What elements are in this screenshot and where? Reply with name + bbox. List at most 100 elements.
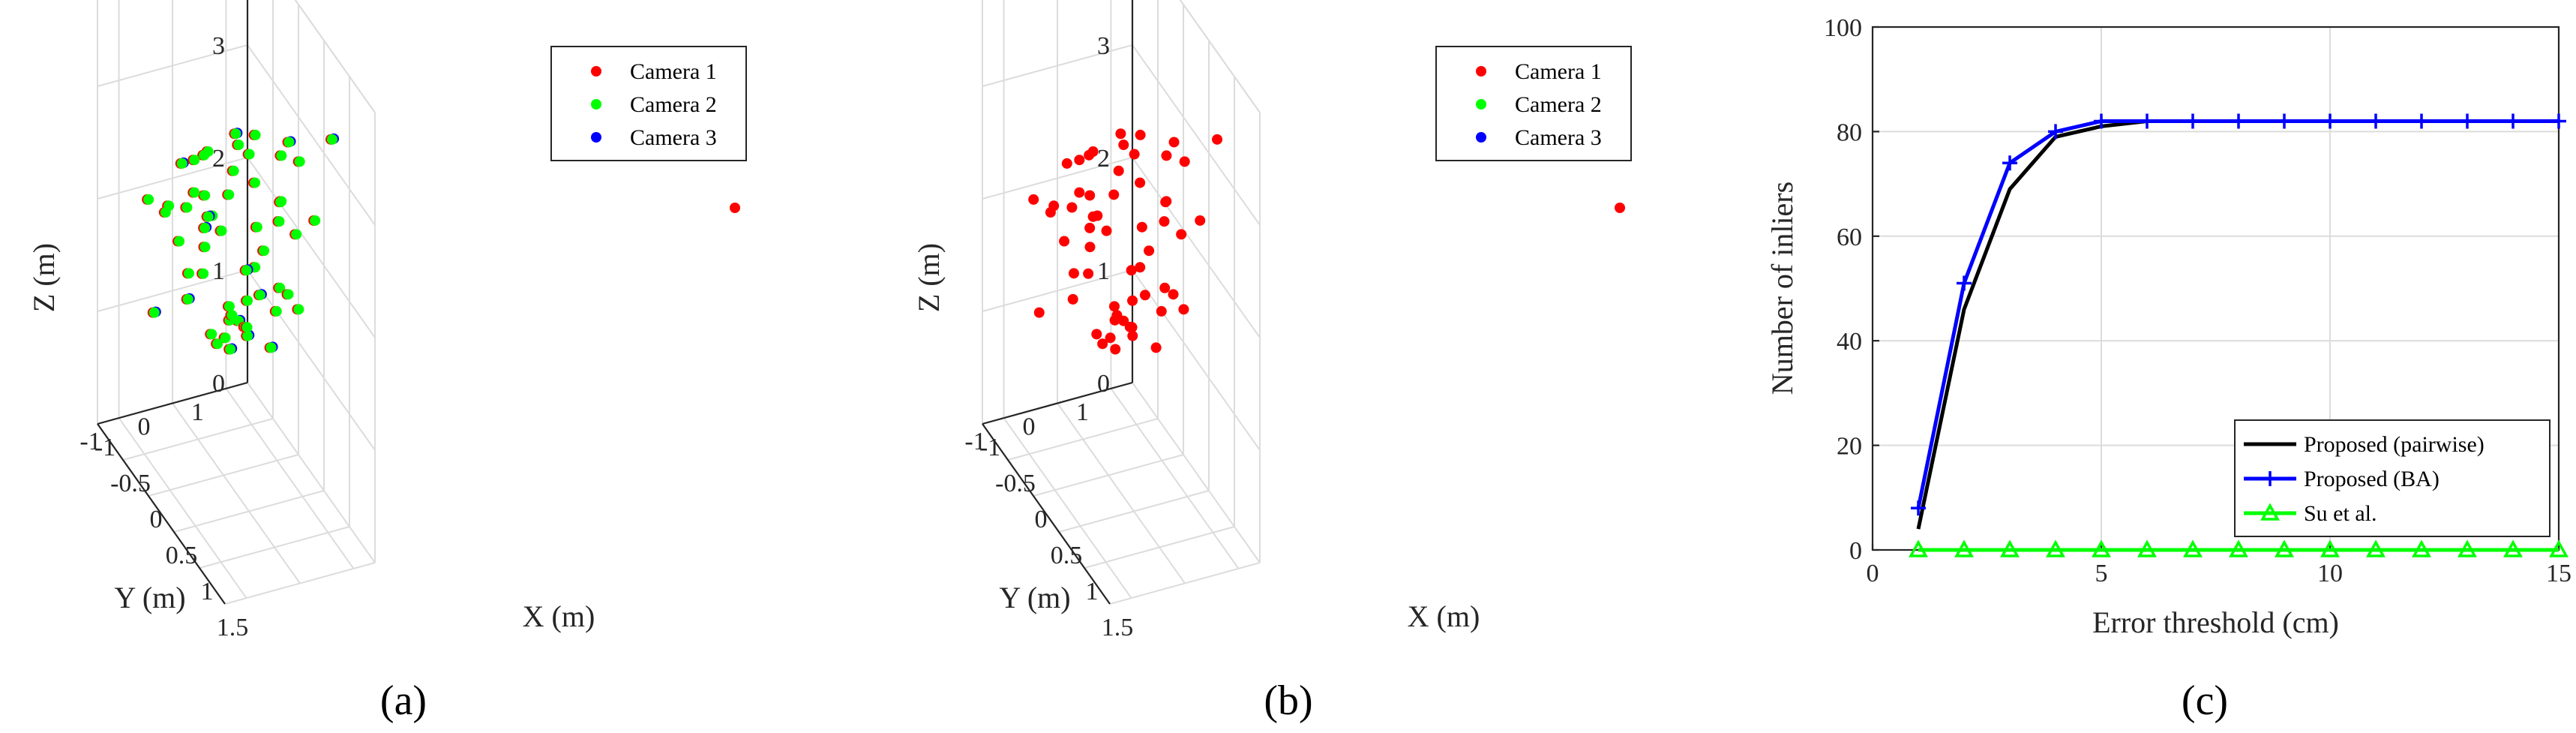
camera2-point: [199, 149, 210, 161]
camera1-point: [1178, 304, 1189, 315]
series-2-point: [2414, 113, 2429, 129]
y-axis-label: Y (m): [999, 581, 1070, 614]
series-2-point: [2506, 113, 2521, 129]
x-tick-label: 1: [201, 578, 214, 605]
camera2-point: [198, 268, 209, 279]
camera2-point: [274, 216, 285, 227]
camera1-point: [1159, 216, 1170, 227]
series-3-point: [2366, 539, 2386, 557]
camera1-point: [1144, 245, 1155, 257]
panel-caption-1: (a): [380, 677, 427, 724]
x-tick-label: 0.5: [1051, 542, 1083, 569]
camera1-point: [1084, 242, 1096, 253]
y-tick-label: 100: [1824, 14, 1862, 42]
camera2-point: [294, 156, 305, 167]
x-tick-label: 0: [1035, 506, 1048, 533]
back-wall-grid-z: [247, 157, 376, 338]
legend-box: [1435, 46, 1632, 161]
camera2-point: [327, 134, 338, 145]
y-tick-label: -1: [79, 428, 100, 455]
side-wall-grid-z: [97, 157, 248, 200]
floor-grid-y: [1110, 388, 1240, 569]
series-3-point: [2092, 539, 2111, 557]
z-tick-label: 0: [1097, 370, 1110, 398]
camera2-point: [212, 338, 223, 350]
scatter3d-panel-1: -1-0.500.511.5-10101234X (m)Y (m)Z (m)Ca…: [27, 0, 747, 641]
floor-grid-y: [1003, 417, 1132, 599]
back-wall-grid-z: [247, 269, 376, 451]
x-axis-label: X (m): [523, 599, 595, 633]
series-2-point: [2323, 113, 2338, 129]
y-tick-label: 1: [191, 398, 204, 426]
back-wall-grid-z: [1132, 157, 1261, 338]
camera2-point: [242, 330, 253, 341]
camera2-point: [241, 322, 253, 333]
camera2-point: [216, 225, 227, 236]
x-tick-label: 5: [2095, 560, 2108, 587]
camera2-point: [220, 332, 231, 344]
camera1-point: [1074, 155, 1085, 166]
series-3-point: [2503, 539, 2523, 557]
camera2-point: [183, 268, 194, 279]
back-wall-grid-z: [247, 44, 376, 226]
camera1-point: [1179, 156, 1190, 167]
y-tick-label: 60: [1837, 224, 1862, 251]
x-tick-label: 10: [2317, 560, 2343, 587]
camera2-point: [176, 158, 187, 169]
legend-label-1: Camera 1: [630, 59, 717, 84]
y-axis-label: Number of inliers: [1765, 182, 1799, 395]
camera1-point: [1045, 207, 1056, 218]
camera1-point: [1108, 189, 1120, 200]
camera1-point: [1084, 149, 1095, 161]
series-3-point: [2458, 539, 2477, 557]
legend-label-1: Proposed (pairwise): [2304, 432, 2485, 457]
camera1-point: [1168, 289, 1179, 300]
side-wall-grid-z: [982, 269, 1133, 312]
z-tick-label: 3: [1097, 32, 1110, 60]
x-tick-label: 1.5: [217, 614, 249, 641]
x-tick-label: -0.5: [995, 470, 1036, 497]
camera2-point: [182, 293, 193, 305]
series-3-point: [2229, 539, 2248, 557]
z-tick-label: 1: [212, 257, 225, 285]
camera1-point: [1111, 310, 1123, 321]
series-3-point: [2137, 539, 2157, 557]
legend-marker-3: [1476, 132, 1486, 143]
camera2-point: [242, 295, 253, 306]
series-2-point: [1957, 275, 1972, 291]
camera2-point: [202, 211, 214, 222]
camera1-point: [1161, 150, 1172, 161]
camera2-point: [228, 165, 239, 176]
series-2-point: [2551, 113, 2566, 129]
side-wall-grid-z: [97, 44, 248, 87]
camera1-point: [1083, 268, 1094, 279]
floor-grid-y: [225, 388, 355, 569]
camera1-point: [1135, 177, 1146, 188]
camera1-point: [1101, 225, 1112, 236]
scatter3d-panel-2: -1-0.500.511.5-10101234X (m)Y (m)Z (m)Ca…: [912, 0, 1632, 641]
camera1-point: [1110, 344, 1121, 355]
side-wall-grid-z: [982, 44, 1133, 87]
y-tick-label: 40: [1837, 328, 1862, 356]
series-3-point: [2412, 539, 2431, 557]
camera1-point: [1159, 282, 1171, 293]
series-2-point: [2231, 113, 2246, 129]
camera2-point: [265, 342, 277, 353]
legend-label-2: Proposed (BA): [2304, 467, 2440, 491]
camera1-point: [1068, 268, 1079, 279]
camera2-point: [199, 190, 211, 201]
side-wall-grid-z: [982, 157, 1133, 200]
y-axis-line: [97, 381, 248, 425]
camera2-point: [276, 150, 287, 161]
x-tick-label: 1: [1086, 578, 1099, 605]
camera1-point: [1084, 190, 1096, 201]
camera1-point: [1059, 236, 1070, 247]
camera1-point: [1168, 137, 1180, 148]
camera1-point: [1091, 329, 1102, 340]
floor-grid-y: [118, 417, 247, 599]
x-tick-label: 15: [2546, 560, 2572, 587]
series-3-point: [2320, 539, 2340, 557]
back-wall-grid-z: [1179, 0, 1261, 113]
series-2-point: [2277, 113, 2292, 129]
x-axis-label: Error threshold (cm): [2092, 605, 2339, 639]
